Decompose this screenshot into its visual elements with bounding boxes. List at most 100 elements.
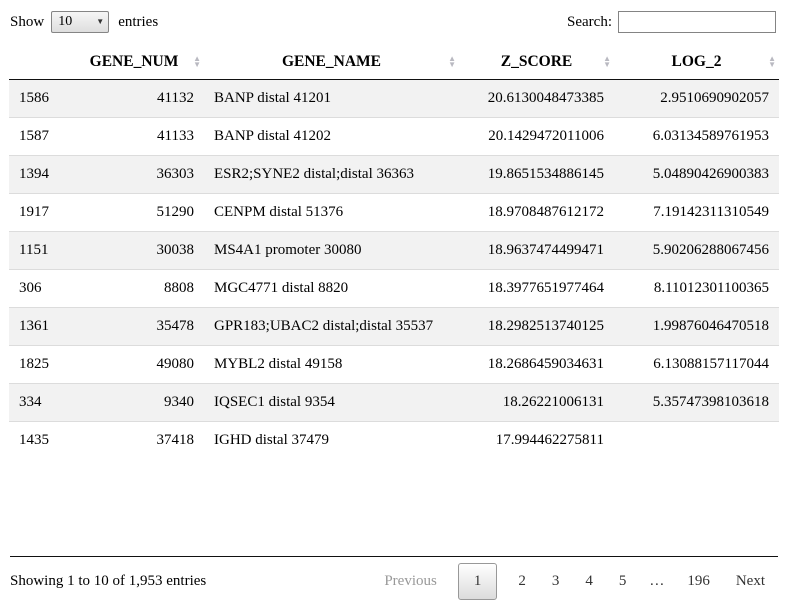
table-cell: 334 [19,394,42,410]
table-row: 1825 49080 MYBL2 distal 49158 18.2686459034… [9,345,779,384]
table-cell: 18.2982513740125 [487,318,604,334]
table-cell: MS4A1 promoter 30080 [214,242,362,258]
table-cell: 1.99876046470518 [652,318,769,334]
table-cell: 1151 [19,242,49,258]
page-length-value: 10 [58,14,73,29]
column-label: LOG_2 [671,53,722,70]
header-row: GENE_NUM ▲ ▼ GENE_NAME ▲ ▼ Z_SCORE ▲ ▼ [9,45,779,80]
table-row: 1586 41132 BANP distal 41201 20.61300484733… [9,79,779,118]
table-cell: 20.1429472011006 [488,128,604,144]
table-cell: 1587 [19,128,49,144]
table-cell: IQSEC1 distal 9354 [214,394,335,410]
column-label: GENE_NAME [281,53,382,70]
table-info: Showing 1 to 10 of 1,953 entries [10,572,207,589]
table-cell: 1825 [19,356,49,372]
table-cell: 18.9637474499471 [487,242,604,258]
table-cell: 6.03134589761953 [652,128,769,144]
table-cell: 9340 [164,394,194,410]
chevron-down-icon: ▼ [96,17,105,26]
search-label: Search: [567,13,612,30]
page-length-select[interactable]: 10 ▼ [51,11,110,33]
table-cell: 41132 [157,90,194,106]
table-cell: BANP distal 41201 [214,90,331,106]
table-cell: 17.994462275811 [495,432,604,448]
column-header-gene-num[interactable]: GENE_NUM ▲ ▼ [64,45,204,80]
table-cell: 49080 [156,356,195,372]
table-cell: 5.90206288067456 [652,242,769,258]
sort-both-icon: ▲ ▼ [193,54,201,69]
gene-table-header: GENE_NUM ▲ ▼ GENE_NAME ▲ ▼ Z_SCORE ▲ ▼ [9,45,779,80]
table-cell: 18.2686459034631 [487,356,604,372]
search-input[interactable] [618,11,776,33]
page-button-196[interactable]: 196 [687,572,710,589]
table-cell: 51290 [156,204,195,220]
table-row: 306 8808 MGC4771 distal 8820 18.39776519774… [9,269,779,308]
table-cell: ESR2;SYNE2 distal;distal 36363 [214,166,415,182]
page-length-control: Show 10 ▼ entries [10,11,158,33]
column-header-gene-name[interactable]: GENE_NAME ▲ ▼ [204,45,459,80]
page-button-2[interactable]: 2 [518,572,526,589]
table-controls: Show 10 ▼ entries Search: [0,0,788,39]
table-cell: 19.8651534886145 [487,166,604,182]
column-header-z-score[interactable]: Z_SCORE ▲ ▼ [459,45,614,80]
table-row: 1394 36303 ESR2;SYNE2 distal;distal 36363 1… [9,155,779,194]
page-button-1[interactable]: 1 [457,562,498,600]
table-cell: MYBL2 distal 49158 [214,356,343,372]
column-header-log-2[interactable]: LOG_2 ▲ ▼ [614,45,779,80]
table-cell: CENPM distal 51376 [214,204,344,220]
table-cell: IGHD distal 37479 [214,432,329,448]
previous-page-button[interactable]: Previous [384,572,437,589]
column-header-index [9,45,64,80]
table-cell: GPR183;UBAC2 distal;distal 35537 [214,318,434,334]
table-cell: 18.3977651977464 [487,280,604,296]
table-cell [614,422,779,460]
table-cell: 5.35747398103618 [652,394,769,410]
search-control: Search: [567,11,776,33]
table-cell: 30038 [156,242,195,258]
table-row: 1361 35478 GPR183;UBAC2 distal;distal 3553… [9,307,779,346]
table-footer: Showing 1 to 10 of 1,953 entries Previou… [10,556,778,605]
table-row: 1917 51290 CENPM distal 51376 18.9708487612… [9,193,779,232]
table-cell: 20.6130048473385 [487,90,604,106]
table-cell: 7.19142311310549 [653,204,769,220]
gene-table-body: 1586 41132 BANP distal 41201 20.61300484733… [9,79,779,460]
table-cell: BANP distal 41202 [214,128,331,144]
table-cell: 18.26221006131 [502,394,604,410]
pagination-ellipsis: … [649,572,665,589]
pagination: Previous 1 2 3 4 5 … 196 Next [371,562,778,600]
table-cell: 35478 [156,318,195,334]
table-cell: 1586 [19,90,49,106]
next-page-button[interactable]: Next [735,572,765,589]
table-cell: 1394 [19,166,49,182]
table-cell: 1435 [19,432,49,448]
table-row: 334 9340 IQSEC1 distal 9354 18.26221006131 5… [9,383,779,422]
table-cell: 2.9510690902057 [660,90,769,106]
table-cell: 8808 [164,280,194,296]
page-button-4[interactable]: 4 [585,572,593,589]
sort-both-icon: ▲ ▼ [603,54,611,69]
table-cell: 36303 [156,166,195,182]
table-row: 1151 30038 MS4A1 promoter 30080 18.96374744… [9,231,779,270]
show-label: Show [10,13,45,30]
page-button-5[interactable]: 5 [618,572,627,589]
table-cell: 1917 [19,204,49,220]
table-row: 1435 37418 IGHD distal 37479 17.99446227581… [9,421,779,460]
table-cell: 1361 [19,318,49,334]
page-button-3[interactable]: 3 [551,572,560,589]
table-cell: 18.9708487612172 [487,204,604,220]
table-cell: 6.13088157117044 [653,356,769,372]
table-cell: 8.11012301100365 [653,280,769,296]
table-cell: 41133 [157,128,194,144]
table-row: 1587 41133 BANP distal 41202 20.14294720110… [9,117,779,156]
table-cell: 306 [19,280,42,296]
column-label: Z_SCORE [500,53,573,70]
table-cell: 37418 [156,432,195,448]
entries-label: entries [118,13,159,30]
table-cell: 5.04890426900383 [652,166,769,182]
sort-both-icon: ▲ ▼ [448,54,456,69]
gene-table: GENE_NUM ▲ ▼ GENE_NAME ▲ ▼ Z_SCORE ▲ ▼ [9,45,779,459]
table-cell: MGC4771 distal 8820 [214,280,349,296]
sort-both-icon: ▲ ▼ [768,54,776,69]
column-label: GENE_NUM [89,53,179,70]
